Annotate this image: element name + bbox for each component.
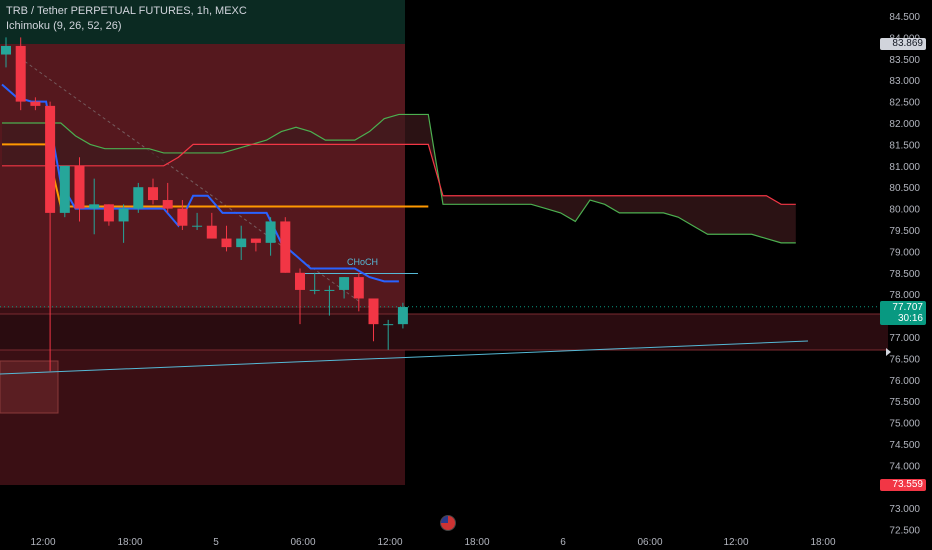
candle-body: [30, 101, 41, 106]
price-tick-label: 76.000: [889, 376, 920, 387]
candle-body: [309, 289, 320, 291]
time-tick-label: 12:00: [377, 537, 402, 548]
candle-body: [89, 204, 100, 209]
low-price-tag: 73.559: [880, 479, 926, 491]
candle-body: [118, 208, 129, 222]
candle-body: [339, 277, 350, 290]
candle-body: [295, 272, 305, 290]
candle-body: [59, 165, 70, 213]
time-tick-label: 6: [560, 537, 566, 548]
choch-label: CHoCH: [347, 257, 379, 267]
time-tick-label: 06:00: [290, 537, 315, 548]
candle-body: [74, 165, 85, 209]
candle-body: [103, 204, 114, 222]
cloud-fill: [2, 114, 796, 243]
price-axis: 84.50084.00083.50083.00082.50082.00081.5…: [886, 12, 920, 537]
candle-body: [368, 298, 379, 325]
price-tick-label: 82.500: [889, 98, 920, 109]
candle-body: [280, 221, 291, 273]
price-tick-label: 83.000: [889, 76, 920, 87]
candle-body: [250, 238, 261, 243]
time-axis: 12:00 18:00 5 06:00 12:00 18:00 6 06:00 12:00 18:…: [30, 537, 835, 548]
price-tick-label: 81.500: [889, 140, 920, 151]
candle-body: [221, 238, 232, 248]
candle-body: [353, 277, 364, 299]
time-tick-label: 12:00: [30, 537, 55, 548]
header-band: [0, 0, 405, 44]
time-tick-label: 18:00: [464, 537, 489, 548]
indicator-label[interactable]: Ichimoku (9, 26, 52, 26): [6, 20, 122, 32]
price-tick-label: 78.000: [889, 290, 920, 301]
candle-body: [324, 289, 335, 291]
kijun-sen: [2, 143, 429, 208]
price-tick-label: 74.500: [889, 440, 920, 451]
candle-body: [133, 187, 144, 209]
time-tick-label: 12:00: [723, 537, 748, 548]
candle-body: [15, 45, 26, 102]
price-tick-label: 72.500: [889, 526, 920, 537]
candle-body: [397, 307, 408, 325]
candles: [1, 37, 408, 372]
price-tick-label: 80.500: [889, 183, 920, 194]
price-tick-label: 73.000: [889, 504, 920, 515]
symbol-title[interactable]: TRB / Tether PERPETUAL FUTURES, 1h, MEXC: [6, 5, 247, 17]
background-zones: [0, 0, 888, 485]
price-tick-label: 74.000: [889, 461, 920, 472]
price-tick-label: 84.500: [889, 12, 920, 23]
time-tick-label: 18:00: [810, 537, 835, 548]
time-tick-label: 06:00: [637, 537, 662, 548]
scroll-marker-icon: [886, 348, 891, 356]
price-tick-label: 75.500: [889, 397, 920, 408]
candle-body: [206, 225, 217, 239]
candle-body: [265, 221, 276, 243]
ascending-trendline: [0, 340, 809, 375]
senkou-span-a: [2, 113, 796, 244]
last-price-value: 77.707: [892, 302, 923, 313]
candle-body: [1, 45, 11, 55]
price-tick-label: 81.000: [889, 162, 920, 173]
candle-body: [383, 324, 394, 326]
us-flag-icon[interactable]: [440, 515, 456, 531]
candle-body: [162, 200, 173, 209]
price-tick-label: 78.500: [889, 269, 920, 280]
time-tick-label: 5: [213, 537, 219, 548]
price-tick-label: 75.000: [889, 419, 920, 430]
ichimoku-cloud: [2, 113, 796, 244]
candle-body: [148, 187, 158, 201]
price-tick-label: 76.500: [889, 354, 920, 365]
demand-zone: [0, 314, 888, 350]
price-tick-label: 83.500: [889, 55, 920, 66]
bar-countdown: 30:16: [897, 313, 923, 324]
candle-body: [177, 208, 188, 226]
price-tick-label: 82.000: [889, 119, 920, 130]
senkou-span-b: [2, 143, 796, 205]
small-zone: [0, 360, 59, 414]
candle-body: [236, 238, 247, 248]
price-tick-label: 80.000: [889, 205, 920, 216]
time-tick-label: 18:00: [117, 537, 142, 548]
price-tick-label: 79.500: [889, 226, 920, 237]
price-tick-label: 77.000: [889, 333, 920, 344]
chart-legend: TRB / Tether PERPETUAL FUTURES, 1h, MEXC…: [6, 4, 247, 34]
candle-body: [45, 105, 56, 213]
high-price-tag: 83.869: [880, 38, 926, 50]
last-price-tag: 77.707 30:16: [880, 301, 926, 325]
price-tick-label: 79.000: [889, 247, 920, 258]
candle-body: [192, 225, 203, 227]
